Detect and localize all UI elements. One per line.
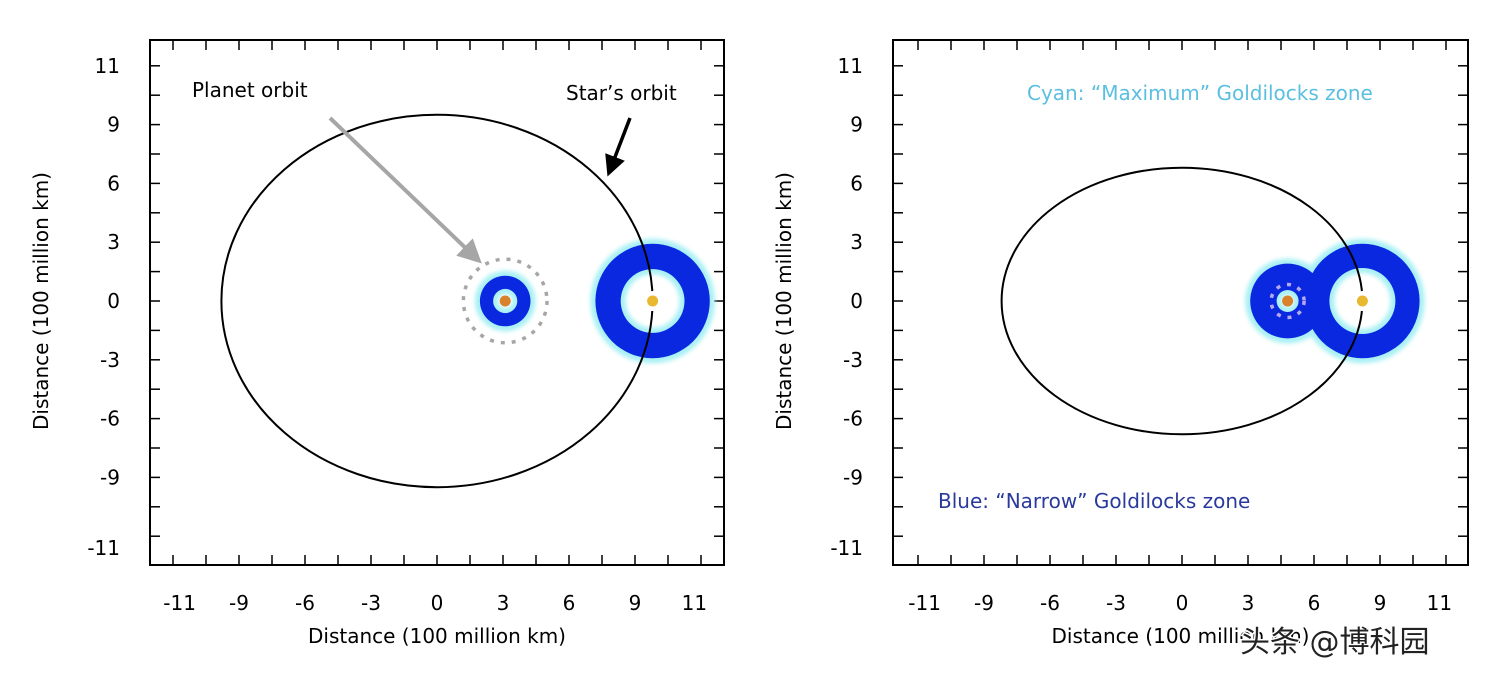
- planet-dot: [499, 295, 511, 307]
- maximum-zone-legend: Cyan: “Maximum” Goldilocks zone: [1027, 81, 1373, 105]
- x-tick-label: -9: [974, 591, 994, 615]
- x-tick-label: -3: [361, 591, 381, 615]
- star-orbit: [220, 113, 654, 489]
- x-tick-label: -11: [163, 591, 196, 615]
- y-tick-label: 6: [107, 171, 120, 195]
- star-orbit-label: Star’s orbit: [566, 81, 677, 105]
- y-tick-label: -3: [100, 348, 120, 372]
- x-axis-label: Distance (100 million km): [1052, 624, 1310, 648]
- x-tick-label: 3: [497, 591, 510, 615]
- y-tick-label: -11: [87, 536, 120, 560]
- x-tick-label: -6: [1040, 591, 1060, 615]
- y-tick-label: 3: [850, 230, 863, 254]
- star-dot: [1356, 295, 1368, 307]
- star-dot: [647, 295, 659, 307]
- x-tick-label: 11: [682, 591, 707, 615]
- x-tick-label: 0: [431, 591, 444, 615]
- y-tick-label: 9: [850, 113, 863, 137]
- x-tick-label: 9: [1374, 591, 1387, 615]
- planet-orbit-arrow: [328, 116, 482, 264]
- y-axis-label: Distance (100 million km): [772, 172, 796, 430]
- y-tick-label: 0: [107, 289, 120, 313]
- x-tick-label: 6: [563, 591, 576, 615]
- y-tick-label: 0: [850, 289, 863, 313]
- planet-dot: [1282, 295, 1294, 307]
- x-tick-label: -6: [295, 591, 315, 615]
- planet-orbit: [461, 257, 549, 345]
- x-axis-label: Distance (100 million km): [308, 624, 566, 648]
- y-axis-label: Distance (100 million km): [29, 172, 53, 430]
- x-tick-label: 9: [629, 591, 642, 615]
- y-tick-label: -3: [843, 348, 863, 372]
- x-tick-label: 6: [1308, 591, 1321, 615]
- y-tick-label: -6: [100, 407, 120, 431]
- plot-frame: [892, 39, 1469, 566]
- y-tick-label: -9: [843, 465, 863, 489]
- right-panel: -11 -9 -6 -3 0 3 6 9 11 11 9 6 3 0 -3 -6 -9 -11 Distance (…: [772, 39, 1469, 648]
- y-tick-label: -9: [100, 465, 120, 489]
- y-tick-label: -6: [843, 407, 863, 431]
- star-orbit-arrow: [605, 117, 632, 177]
- watermark: 头条 @博科园: [1240, 625, 1430, 660]
- y-tick-label: 11: [95, 54, 120, 78]
- y-tick-label: 9: [107, 113, 120, 137]
- y-tick-label: -11: [830, 536, 863, 560]
- x-tick-label: 11: [1427, 591, 1452, 615]
- y-tick-label: 11: [838, 54, 863, 78]
- planet-orbit-label: Planet orbit: [192, 78, 308, 102]
- y-tick-label: 6: [850, 171, 863, 195]
- x-tick-label: -11: [908, 591, 941, 615]
- x-tick-label: -9: [229, 591, 249, 615]
- narrow-zone-legend: Blue: “Narrow” Goldilocks zone: [938, 489, 1250, 513]
- x-tick-label: -3: [1106, 591, 1126, 615]
- y-tick-label: 3: [107, 230, 120, 254]
- x-tick-label: 3: [1242, 591, 1255, 615]
- left-panel: -11 -9 -6 -3 0 3 6 9 11 11 9 6 3 0 -3 -6 -9 -11 Distance (…: [29, 39, 725, 648]
- planet-orbit: [1269, 282, 1306, 320]
- x-tick-label: 0: [1176, 591, 1189, 615]
